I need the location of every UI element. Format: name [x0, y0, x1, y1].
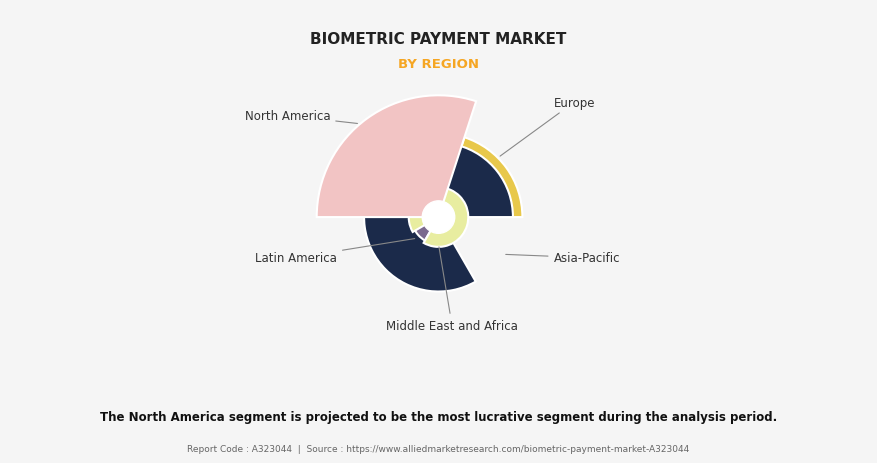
Text: Latin America: Latin America — [255, 239, 415, 265]
Text: Report Code : A323044  |  Source : https://www.alliedmarketresearch.com/biometri: Report Code : A323044 | Source : https:/… — [188, 444, 689, 453]
Text: The North America segment is projected to be the most lucrative segment during t: The North America segment is projected t… — [100, 410, 777, 423]
Wedge shape — [438, 138, 523, 218]
Text: Asia-Pacific: Asia-Pacific — [506, 251, 620, 265]
Wedge shape — [317, 96, 476, 218]
Text: North America: North America — [245, 110, 358, 124]
Text: BIOMETRIC PAYMENT MARKET: BIOMETRIC PAYMENT MARKET — [310, 32, 567, 47]
Text: BY REGION: BY REGION — [398, 58, 479, 71]
Text: Europe: Europe — [500, 96, 595, 157]
Wedge shape — [364, 144, 513, 292]
Wedge shape — [409, 188, 468, 247]
Wedge shape — [411, 191, 466, 241]
Text: Middle East and Africa: Middle East and Africa — [386, 247, 518, 332]
Circle shape — [422, 201, 455, 234]
